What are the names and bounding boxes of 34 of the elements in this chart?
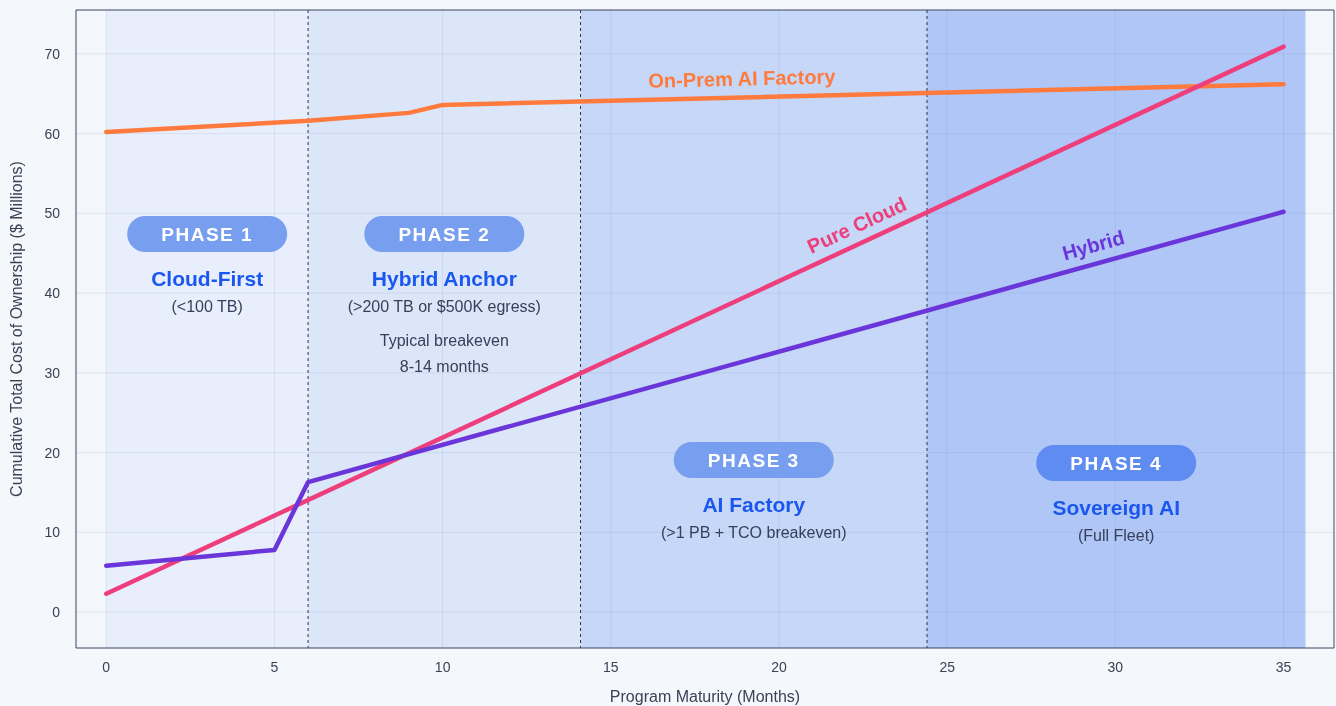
band-label: PHASE 2 [398,224,491,245]
y-axis-title: Cumulative Total Cost of Ownership ($ Millions) [8,161,25,497]
y-tick-label: 10 [44,524,61,541]
x-tick-label: 25 [939,659,956,675]
x-tick-label: 20 [771,659,787,675]
annotation: Typical breakeven [379,332,509,349]
band-label: PHASE 3 [707,450,800,471]
annotation: Sovereign AI [1052,496,1180,519]
x-tick-label: 10 [434,659,451,675]
y-tick-label: 30 [44,364,61,381]
x-tick-label: 0 [102,659,111,675]
y-tick-label: 20 [44,444,61,461]
annotation: (<100 TB) [171,298,243,315]
annotation: AI Factory [702,493,806,516]
y-tick-label: 40 [44,285,61,302]
x-tick-label: 15 [603,659,619,675]
y-tick-label: 70 [44,45,61,62]
series-label: On-Prem AI Factory [648,65,837,92]
x-tick-label: 30 [1107,659,1124,675]
x-tick-label: 5 [270,659,279,675]
annotation: (>1 PB + TCO breakeven) [660,524,847,541]
x-axis-title: Program Maturity (Months) [609,688,801,705]
band-label: PHASE 1 [161,224,254,245]
y-tick-label: 50 [44,205,61,222]
x-tick-label: 35 [1275,659,1292,675]
annotation: Hybrid Anchor [371,267,517,290]
band-label: PHASE 4 [1070,453,1163,474]
annotation: Cloud-First [151,267,264,290]
annotation: (Full Fleet) [1077,527,1155,544]
y-tick-label: 60 [44,125,61,142]
text: Hybrid [1059,226,1127,265]
annotation: 8-14 months [399,358,489,375]
annotation: (>200 TB or $500K egress) [347,298,541,315]
y-tick-label: 0 [52,604,61,621]
